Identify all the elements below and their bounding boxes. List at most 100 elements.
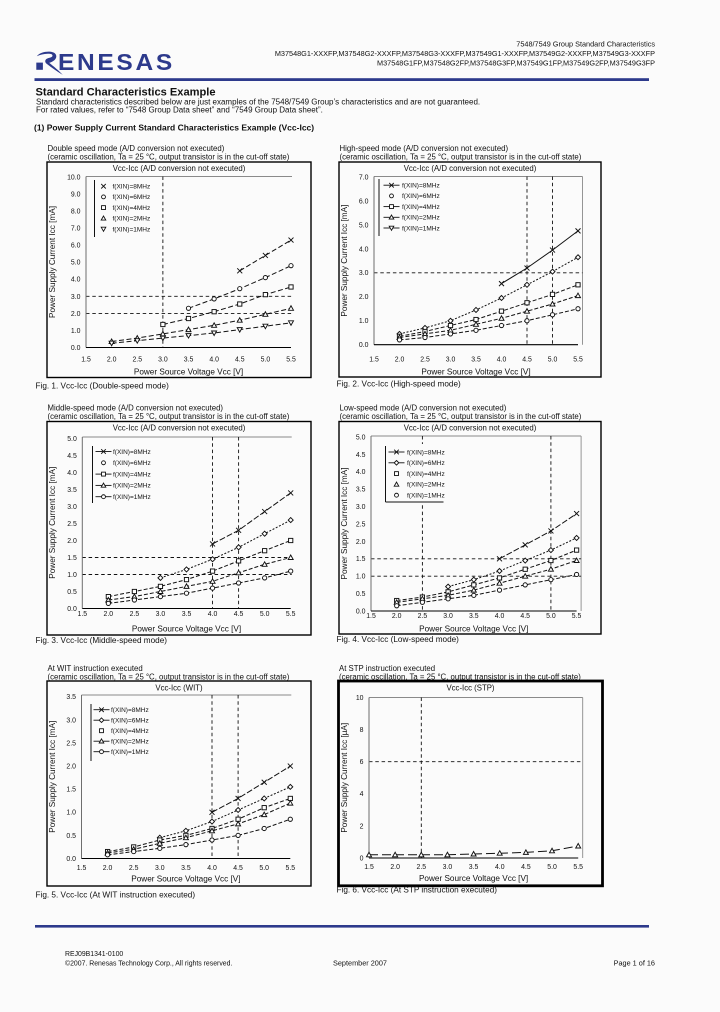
- svg-text:2.5: 2.5: [356, 521, 366, 528]
- svg-text:M37548G1-XXXFP,M37548G2-XXXFP,: M37548G1-XXXFP,M37548G2-XXXFP,M37548G3-X…: [275, 49, 655, 58]
- svg-text:3.0: 3.0: [356, 504, 366, 511]
- svg-text:Vcc-Icc (STP): Vcc-Icc (STP): [446, 684, 494, 693]
- svg-text:5.0: 5.0: [71, 260, 81, 267]
- svg-text:(ceramic oscillation, Ta = 25: (ceramic oscillation, Ta = 25 °C, output…: [48, 153, 290, 162]
- svg-text:4.0: 4.0: [359, 246, 369, 253]
- svg-text:2: 2: [360, 823, 364, 830]
- svg-text:3.0: 3.0: [156, 611, 166, 618]
- svg-text:4.5: 4.5: [67, 453, 77, 460]
- svg-text:4.0: 4.0: [495, 864, 505, 871]
- svg-text:3.5: 3.5: [67, 487, 77, 494]
- svg-text:1.5: 1.5: [66, 787, 76, 794]
- svg-text:1.0: 1.0: [359, 318, 369, 325]
- svg-text:3.0: 3.0: [443, 864, 453, 871]
- svg-text:Fig. 6. Vcc-Icc (At STP instru: Fig. 6. Vcc-Icc (At STP instruction exec…: [337, 886, 498, 895]
- svg-text:1.0: 1.0: [66, 810, 76, 817]
- svg-text:5.0: 5.0: [359, 222, 369, 229]
- svg-text:f(XIN)=6MHz: f(XIN)=6MHz: [113, 460, 151, 467]
- svg-text:f(XIN)=2MHz: f(XIN)=2MHz: [113, 483, 151, 490]
- svg-text:2.5: 2.5: [130, 611, 140, 618]
- svg-text:Power Supply Current Icc [mA]: Power Supply Current Icc [mA]: [340, 468, 349, 580]
- svg-text:Page 1 of 16: Page 1 of 16: [614, 959, 655, 968]
- svg-text:1.5: 1.5: [81, 357, 91, 364]
- svg-text:4.5: 4.5: [520, 613, 530, 620]
- svg-text:4.5: 4.5: [233, 865, 243, 872]
- svg-text:Power Supply Current Icc [mA]: Power Supply Current Icc [mA]: [340, 205, 349, 317]
- svg-text:5.5: 5.5: [286, 611, 296, 618]
- svg-text:2.5: 2.5: [420, 357, 430, 364]
- svg-text:At STP instruction executed: At STP instruction executed: [339, 664, 435, 673]
- svg-text:2.0: 2.0: [104, 611, 114, 618]
- svg-text:2.5: 2.5: [67, 521, 77, 528]
- svg-text:3.5: 3.5: [469, 864, 479, 871]
- svg-text:f(XIN)=1MHz: f(XIN)=1MHz: [111, 749, 149, 756]
- svg-text:For rated values, refer to “75: For rated values, refer to “7548 Group D…: [36, 105, 323, 114]
- svg-text:M37548G1FP,M37548G2FP,M37548G3: M37548G1FP,M37548G2FP,M37548G3FP,M37549G…: [377, 59, 655, 68]
- svg-text:2.0: 2.0: [66, 764, 76, 771]
- svg-text:f(XIN)=8MHz: f(XIN)=8MHz: [113, 184, 151, 191]
- svg-text:Power Supply Current Icc [µA]: Power Supply Current Icc [µA]: [340, 723, 349, 833]
- svg-text:f(XIN)=8MHz: f(XIN)=8MHz: [402, 183, 440, 190]
- svg-text:1.5: 1.5: [356, 556, 366, 563]
- svg-text:(ceramic oscillation, Ta = 25: (ceramic oscillation, Ta = 25 °C, output…: [340, 153, 582, 162]
- svg-text:f(XIN)=6MHz: f(XIN)=6MHz: [113, 194, 151, 201]
- svg-text:Fig. 5. Vcc-Icc (At WIT instru: Fig. 5. Vcc-Icc (At WIT instruction exec…: [36, 891, 196, 900]
- svg-text:5.0: 5.0: [67, 436, 77, 443]
- svg-text:f(XIN)=1MHz: f(XIN)=1MHz: [402, 225, 440, 232]
- svg-text:Power Supply Current Icc [mA]: Power Supply Current Icc [mA]: [48, 721, 57, 833]
- svg-text:Double speed mode (A/D convers: Double speed mode (A/D conversion not ex…: [48, 144, 225, 153]
- svg-text:4.0: 4.0: [207, 865, 217, 872]
- svg-text:2.5: 2.5: [129, 865, 139, 872]
- svg-text:4.5: 4.5: [356, 452, 366, 459]
- svg-text:4.0: 4.0: [495, 613, 505, 620]
- svg-text:f(XIN)=2MHz: f(XIN)=2MHz: [111, 739, 149, 746]
- svg-text:6.0: 6.0: [71, 243, 81, 250]
- svg-text:f(XIN)=6MHz: f(XIN)=6MHz: [111, 718, 149, 725]
- svg-text:f(XIN)=2MHz: f(XIN)=2MHz: [402, 215, 440, 222]
- svg-text:3.5: 3.5: [356, 487, 366, 494]
- svg-text:0.0: 0.0: [67, 606, 77, 613]
- svg-text:3.5: 3.5: [469, 613, 479, 620]
- svg-text:2.0: 2.0: [359, 294, 369, 301]
- svg-text:High-speed mode (A/D conversio: High-speed mode (A/D conversion not exec…: [340, 144, 509, 153]
- svg-text:5.5: 5.5: [286, 357, 296, 364]
- svg-text:3.5: 3.5: [184, 357, 194, 364]
- svg-text:2.5: 2.5: [66, 740, 76, 747]
- svg-text:1.5: 1.5: [364, 864, 374, 871]
- svg-text:7548/7549 Group Standard Chara: 7548/7549 Group Standard Characteristics: [516, 40, 655, 49]
- svg-text:(ceramic oscillation, Ta = 25: (ceramic oscillation, Ta = 25 °C, output…: [48, 673, 290, 682]
- svg-text:4.5: 4.5: [234, 611, 244, 618]
- svg-text:4.5: 4.5: [235, 357, 245, 364]
- svg-text:2.0: 2.0: [356, 539, 366, 546]
- svg-text:f(XIN)=6MHz: f(XIN)=6MHz: [407, 460, 445, 467]
- svg-text:Vcc-Icc (A/D conversion not ex: Vcc-Icc (A/D conversion not executed): [113, 424, 246, 433]
- svg-text:3.0: 3.0: [158, 357, 168, 364]
- svg-text:September 2007: September 2007: [333, 959, 387, 968]
- svg-text:Power Source Voltage Vcc [V]: Power Source Voltage Vcc [V]: [132, 625, 241, 634]
- svg-text:2.0: 2.0: [390, 864, 400, 871]
- svg-text:3.0: 3.0: [67, 504, 77, 511]
- svg-text:1.5: 1.5: [78, 611, 88, 618]
- svg-text:3.5: 3.5: [181, 865, 191, 872]
- svg-text:4.0: 4.0: [67, 470, 77, 477]
- svg-text:f(XIN)=1MHz: f(XIN)=1MHz: [407, 493, 445, 500]
- svg-text:At WIT instruction executed: At WIT instruction executed: [48, 664, 143, 673]
- svg-text:f(XIN)=8MHz: f(XIN)=8MHz: [407, 449, 445, 456]
- svg-text:Middle-speed mode (A/D convers: Middle-speed mode (A/D conversion not ex…: [48, 404, 224, 413]
- svg-text:(ceramic oscillation, Ta = 25: (ceramic oscillation, Ta = 25 °C, output…: [339, 673, 581, 682]
- svg-text:5.0: 5.0: [546, 613, 556, 620]
- svg-text:5.5: 5.5: [573, 864, 583, 871]
- svg-text:2.0: 2.0: [71, 311, 81, 318]
- svg-text:5.0: 5.0: [261, 357, 271, 364]
- svg-text:5.0: 5.0: [260, 611, 270, 618]
- svg-text:1.0: 1.0: [71, 328, 81, 335]
- svg-text:1.0: 1.0: [356, 574, 366, 581]
- svg-text:Fig. 3. Vcc-Icc (Middle-speed: Fig. 3. Vcc-Icc (Middle-speed mode): [36, 636, 168, 645]
- svg-text:Standard Characteristics Examp: Standard Characteristics Example: [36, 87, 216, 99]
- svg-text:Fig. 2. Vcc-Icc (High-speed mo: Fig. 2. Vcc-Icc (High-speed mode): [337, 380, 461, 389]
- svg-text:3.5: 3.5: [471, 357, 481, 364]
- svg-text:Power Source Voltage Vcc [V]: Power Source Voltage Vcc [V]: [421, 368, 530, 377]
- svg-text:0.0: 0.0: [66, 856, 76, 863]
- svg-text:2.0: 2.0: [67, 538, 77, 545]
- svg-text:f(XIN)=4MHz: f(XIN)=4MHz: [402, 204, 440, 211]
